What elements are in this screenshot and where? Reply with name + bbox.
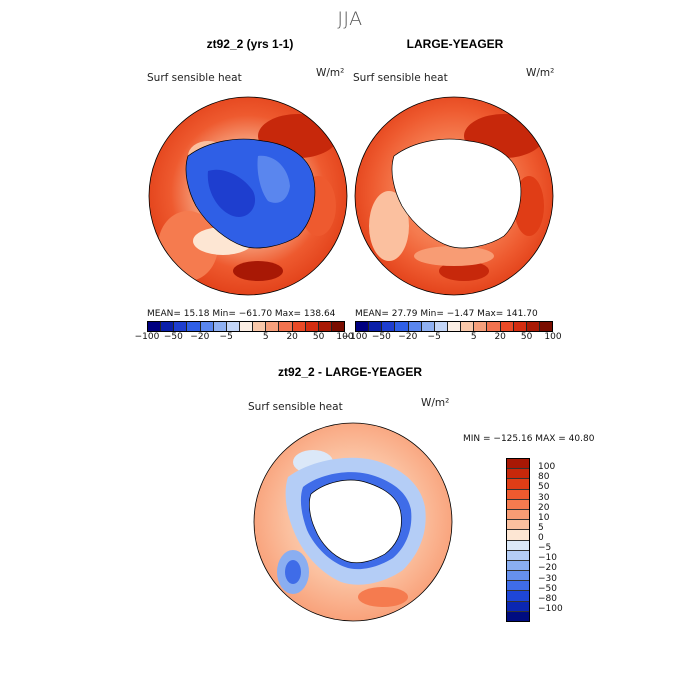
- right-polar-map: [354, 96, 554, 296]
- colorbar-tick-label: 20: [494, 332, 506, 342]
- colorbar-swatch: [507, 540, 529, 551]
- diff-polar-map: [253, 422, 453, 622]
- colorbar-tick-label: −50: [163, 332, 183, 342]
- right-colorbar: −100 −50 −20 −5 5 20 50 100: [343, 321, 562, 344]
- colorbar-tick-label: 10: [538, 512, 550, 523]
- colorbar-swatch: [474, 322, 488, 331]
- colorbar-tick-label: 100: [538, 462, 556, 473]
- right-unit-label: W/m²: [526, 67, 555, 79]
- colorbar-tick-label: 0: [538, 533, 544, 543]
- colorbar-swatch: [382, 322, 396, 331]
- colorbar-tick-label: 20: [538, 502, 550, 513]
- diff-panel-title: zt92_2 - LARGE-YEAGER: [277, 365, 423, 379]
- colorbar-swatch: [200, 322, 214, 331]
- colorbar-tick-label: 80: [538, 472, 550, 483]
- colorbar-tick-label: −50: [538, 583, 557, 594]
- season-title: JJA: [337, 8, 363, 30]
- diff-colorbar: [506, 458, 530, 622]
- colorbar-swatch: [447, 322, 462, 331]
- colorbar-swatch: [318, 322, 332, 331]
- colorbar-swatch: [292, 322, 306, 331]
- diff-colorbar-ticks: 100 80 50 30 20 10 5 0 −5 −10 −20 −30 −50 −80 −100: [538, 458, 578, 622]
- colorbar-tick-label: −10: [538, 553, 557, 564]
- colorbar-swatch: [331, 322, 345, 331]
- colorbar-swatch: [507, 489, 529, 500]
- left-unit-label: W/m²: [316, 67, 345, 79]
- colorbar-tick-label: −100: [342, 332, 368, 342]
- colorbar-tick-label: 100: [544, 332, 562, 342]
- colorbar-tick-label: 5: [262, 332, 269, 342]
- colorbar-swatch: [507, 459, 529, 470]
- colorbar-tick-label: −50: [371, 332, 391, 342]
- colorbar-swatch: [434, 322, 448, 331]
- right-variable-label: Surf sensible heat: [353, 72, 448, 84]
- colorbar-swatch: [487, 322, 501, 331]
- right-stats: MEAN= 27.79 Min= −1.47 Max= 141.70: [355, 309, 538, 319]
- colorbar-swatch: [161, 322, 175, 331]
- colorbar-tick-label: 50: [538, 482, 550, 493]
- colorbar-swatch: [507, 560, 529, 572]
- colorbar-tick-label: −30: [538, 573, 557, 584]
- colorbar-swatch: [356, 322, 370, 331]
- colorbar-swatch: [369, 322, 383, 331]
- colorbar-swatch: [507, 601, 529, 612]
- colorbar-tick-label: 50: [312, 332, 325, 342]
- diff-variable-label: Surf sensible heat: [248, 401, 343, 413]
- diff-unit-label: W/m²: [421, 397, 450, 409]
- colorbar-swatch: [513, 322, 527, 331]
- colorbar-swatch: [395, 322, 409, 331]
- colorbar-swatch: [507, 611, 529, 621]
- colorbar-tick-label: 50: [520, 332, 533, 342]
- colorbar-swatch: [500, 322, 514, 331]
- colorbar-swatch: [226, 322, 240, 331]
- colorbar-tick-label: −100: [134, 332, 160, 342]
- left-polar-map: [148, 96, 348, 296]
- colorbar-swatch: [239, 322, 254, 331]
- diff-stats: MIN = −125.16 MAX = 40.80: [463, 434, 595, 444]
- colorbar-swatch: [507, 581, 529, 592]
- colorbar-tick-label: 100: [336, 332, 354, 342]
- left-variable-label: Surf sensible heat: [147, 72, 242, 84]
- colorbar-swatch: [187, 322, 201, 331]
- colorbar-swatch: [507, 591, 529, 602]
- colorbar-swatch: [507, 479, 529, 490]
- colorbar-tick-label: 20: [286, 332, 298, 342]
- colorbar-swatch: [174, 322, 188, 331]
- colorbar-swatch: [507, 530, 529, 541]
- colorbar-swatch: [305, 322, 319, 331]
- left-colorbar: −100 −50 −20 −5 5 20 50 100: [135, 321, 354, 344]
- right-panel-title: LARGE-YEAGER: [406, 37, 504, 51]
- colorbar-swatch: [507, 509, 529, 521]
- left-panel-title: zt92_2 (yrs 1-1): [206, 37, 294, 51]
- colorbar-tick-label: 5: [470, 332, 477, 342]
- colorbar-tick-label: −20: [398, 332, 418, 342]
- colorbar-tick-label: −5: [427, 332, 441, 342]
- colorbar-swatch: [526, 322, 540, 331]
- colorbar-swatch: [266, 322, 280, 331]
- left-stats: MEAN= 15.18 Min= −61.70 Max= 138.64: [147, 309, 336, 319]
- colorbar-tick-label: −5: [219, 332, 233, 342]
- colorbar-swatch: [279, 322, 293, 331]
- colorbar-swatch: [408, 322, 422, 331]
- colorbar-swatch: [461, 322, 475, 331]
- colorbar-swatch: [507, 571, 529, 582]
- colorbar-tick-label: −100: [538, 603, 563, 614]
- colorbar-swatch: [148, 322, 162, 331]
- colorbar-swatch: [421, 322, 435, 331]
- colorbar-tick-label: −20: [190, 332, 210, 342]
- colorbar-tick-label: −80: [538, 593, 557, 604]
- colorbar-swatch: [213, 322, 227, 331]
- colorbar-swatch: [507, 499, 529, 510]
- colorbar-tick-label: −20: [538, 563, 557, 574]
- colorbar-tick-label: 5: [538, 522, 544, 533]
- colorbar-tick-label: 30: [538, 492, 550, 503]
- colorbar-swatch: [507, 550, 529, 561]
- colorbar-swatch: [507, 469, 529, 480]
- colorbar-swatch: [253, 322, 267, 331]
- colorbar-swatch: [507, 520, 529, 531]
- colorbar-swatch: [539, 322, 553, 331]
- colorbar-tick-label: −5: [538, 543, 552, 554]
